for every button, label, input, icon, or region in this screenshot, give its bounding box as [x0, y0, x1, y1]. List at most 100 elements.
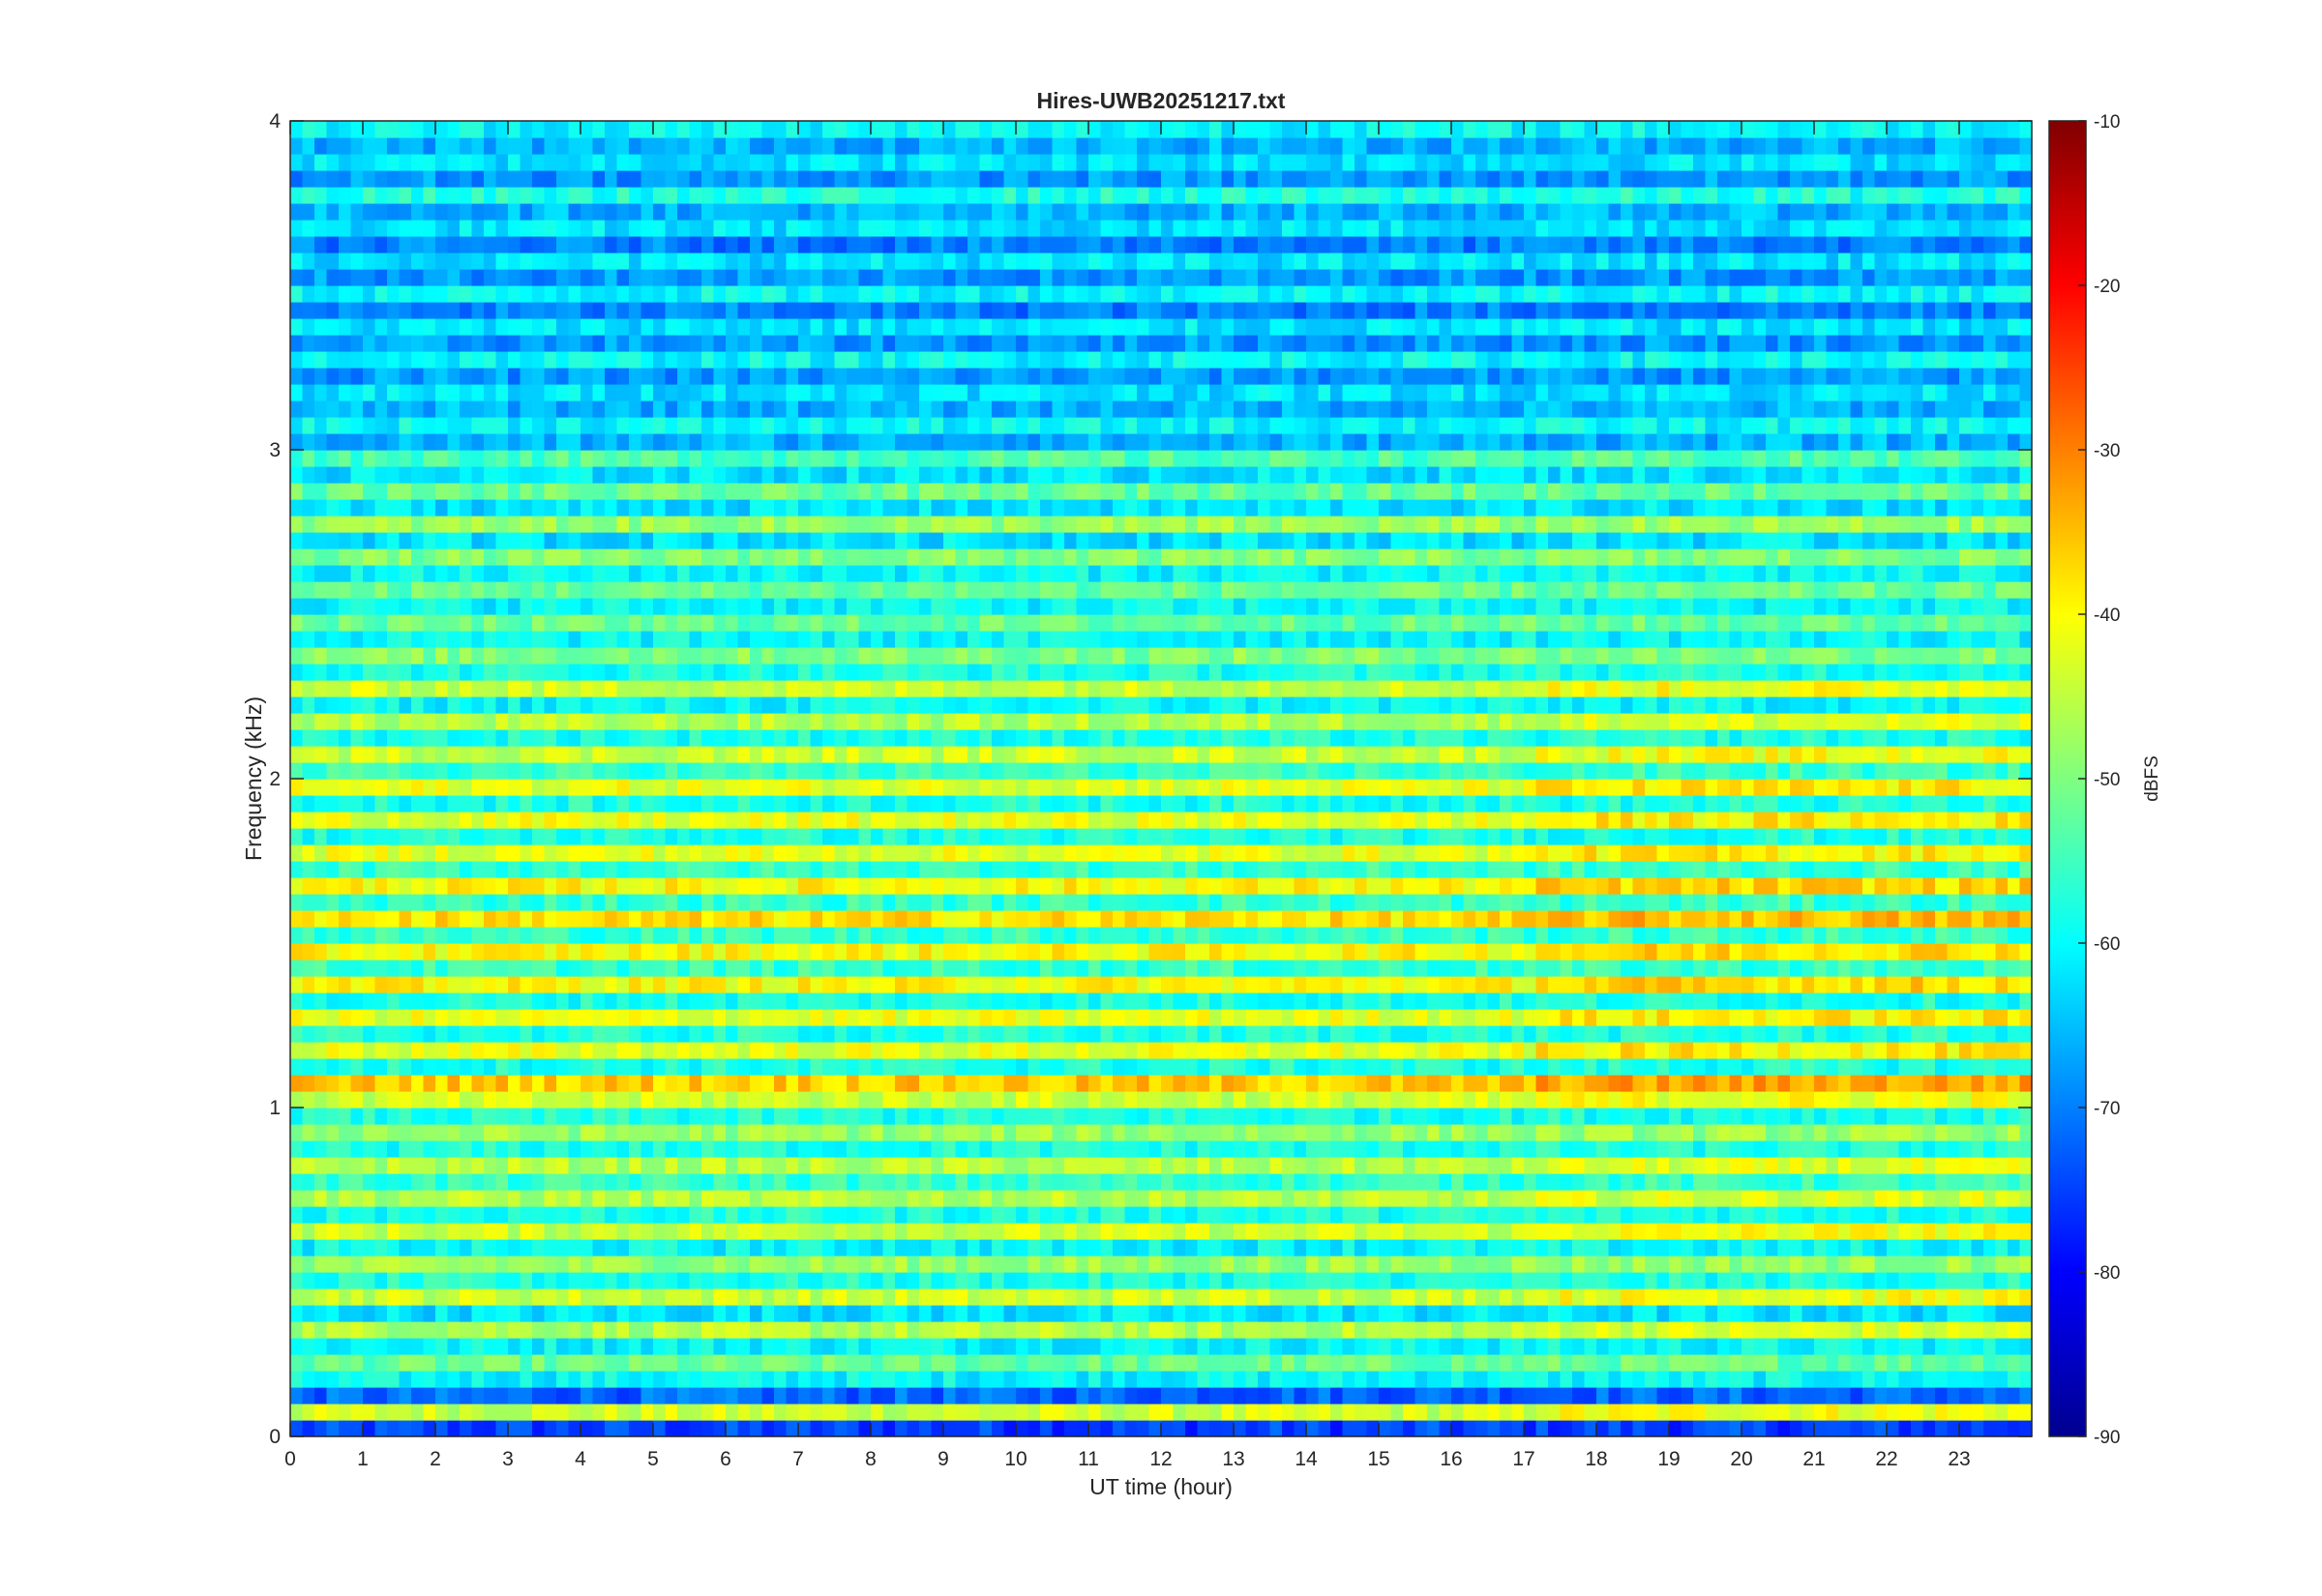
heatmap-cell [1922, 1256, 1936, 1273]
heatmap-cell [1173, 1009, 1186, 1026]
heatmap-cell [580, 1256, 594, 1273]
heatmap-cell [907, 976, 920, 993]
heatmap-cell [568, 1173, 581, 1191]
heatmap-cell [1354, 1206, 1368, 1224]
heatmap-cell [374, 1256, 388, 1273]
heatmap-cell [605, 1288, 618, 1306]
heatmap-cell [1197, 1108, 1210, 1125]
heatmap-cell [616, 960, 630, 977]
heatmap-cell [435, 1321, 449, 1339]
heatmap-cell [1621, 1354, 1634, 1372]
heatmap-cell [592, 894, 606, 911]
heatmap-cell [1656, 976, 1670, 993]
heatmap-cell [979, 1223, 993, 1240]
heatmap-cell [1052, 877, 1065, 895]
heatmap-cell [931, 1420, 944, 1437]
heatmap-cell [556, 1124, 570, 1141]
heatmap-cell [1330, 1190, 1344, 1207]
heatmap-cell [1342, 861, 1355, 878]
heatmap-cell [1185, 1108, 1199, 1125]
heatmap-cell [1742, 1124, 1755, 1141]
heatmap-cell [653, 877, 667, 895]
heatmap-cell [1439, 1206, 1452, 1224]
heatmap-cell [701, 1305, 715, 1322]
heatmap-cell [532, 927, 546, 944]
heatmap-cell [653, 1108, 667, 1125]
heatmap-cell [1137, 1091, 1150, 1108]
heatmap-cell [822, 1256, 836, 1273]
heatmap-cell [1838, 877, 1852, 895]
heatmap-cell [616, 1025, 630, 1043]
heatmap-cell [774, 1338, 788, 1355]
heatmap-cell [1197, 1305, 1210, 1322]
heatmap-cell [471, 1305, 485, 1322]
heatmap-cell [447, 1272, 461, 1289]
heatmap-cell [2008, 960, 2021, 977]
heatmap-cell [1366, 960, 1380, 977]
heatmap-cell [834, 1404, 848, 1421]
heatmap-cell [1403, 1272, 1416, 1289]
heatmap-cell [520, 1124, 533, 1141]
heatmap-cell [992, 1387, 1005, 1404]
heatmap-cell [1064, 1124, 1078, 1141]
heatmap-cell [363, 1305, 376, 1322]
heatmap-cell [1548, 1239, 1562, 1256]
heatmap-cell [1076, 1404, 1089, 1421]
heatmap-cell [411, 1321, 425, 1339]
heatmap-cell [580, 943, 594, 961]
heatmap-cell [1983, 1321, 1997, 1339]
heatmap-cell [1234, 927, 1247, 944]
heatmap-cell [1887, 1173, 1900, 1191]
heatmap-cell [1366, 1321, 1380, 1339]
heatmap-cell [1161, 1272, 1175, 1289]
heatmap-cell [350, 1256, 364, 1273]
heatmap-cell [1451, 927, 1465, 944]
heatmap-cell [1693, 1338, 1707, 1355]
heatmap-cell [1838, 1173, 1852, 1191]
heatmap-cell [1983, 1239, 1997, 1256]
heatmap-cell [1487, 976, 1501, 993]
heatmap-cell [326, 910, 340, 928]
heatmap-cell [1777, 877, 1791, 895]
heatmap-cell [750, 976, 763, 993]
heatmap-cell [1185, 960, 1199, 977]
heatmap-cell [411, 1272, 425, 1289]
heatmap-cell [629, 1272, 642, 1289]
heatmap-cell [302, 1140, 315, 1158]
heatmap-cell [580, 1321, 594, 1339]
heatmap-cell [1645, 894, 1658, 911]
heatmap-cell [1922, 910, 1936, 928]
heatmap-cell [447, 1371, 461, 1388]
heatmap-cell [1221, 1075, 1235, 1092]
heatmap-cell [1862, 1404, 1876, 1421]
heatmap-cell [822, 1387, 836, 1404]
heatmap-cell [858, 1420, 872, 1437]
heatmap-cell [1366, 861, 1380, 878]
heatmap-cell [1693, 1025, 1707, 1043]
heatmap-cell [1608, 1371, 1622, 1388]
heatmap-cell [1306, 877, 1320, 895]
heatmap-cell [1826, 1173, 1839, 1191]
heatmap-cell [1801, 1042, 1815, 1059]
heatmap-cell [1342, 1042, 1355, 1059]
heatmap-cell [556, 1256, 570, 1273]
heatmap-cell [1947, 1371, 1960, 1388]
heatmap-cell [834, 943, 848, 961]
heatmap-cell [1161, 1058, 1175, 1076]
heatmap-cell [1790, 1256, 1803, 1273]
heatmap-cell [979, 1420, 993, 1437]
heatmap-cell [968, 1420, 981, 1437]
heatmap-cell [1076, 1091, 1089, 1108]
heatmap-cell [1874, 1124, 1888, 1141]
heatmap-cell [1959, 910, 1973, 928]
heatmap-cell [314, 1058, 328, 1076]
heatmap-cell [871, 1288, 884, 1306]
heatmap-cell [1742, 960, 1755, 977]
heatmap-cell [290, 910, 304, 928]
heatmap-cell [350, 1371, 364, 1388]
heatmap-cell [968, 861, 981, 878]
heatmap-cell [1596, 1042, 1610, 1059]
heatmap-cell [556, 894, 570, 911]
heatmap-cell [1500, 1025, 1513, 1043]
heatmap-cell [1040, 992, 1054, 1010]
